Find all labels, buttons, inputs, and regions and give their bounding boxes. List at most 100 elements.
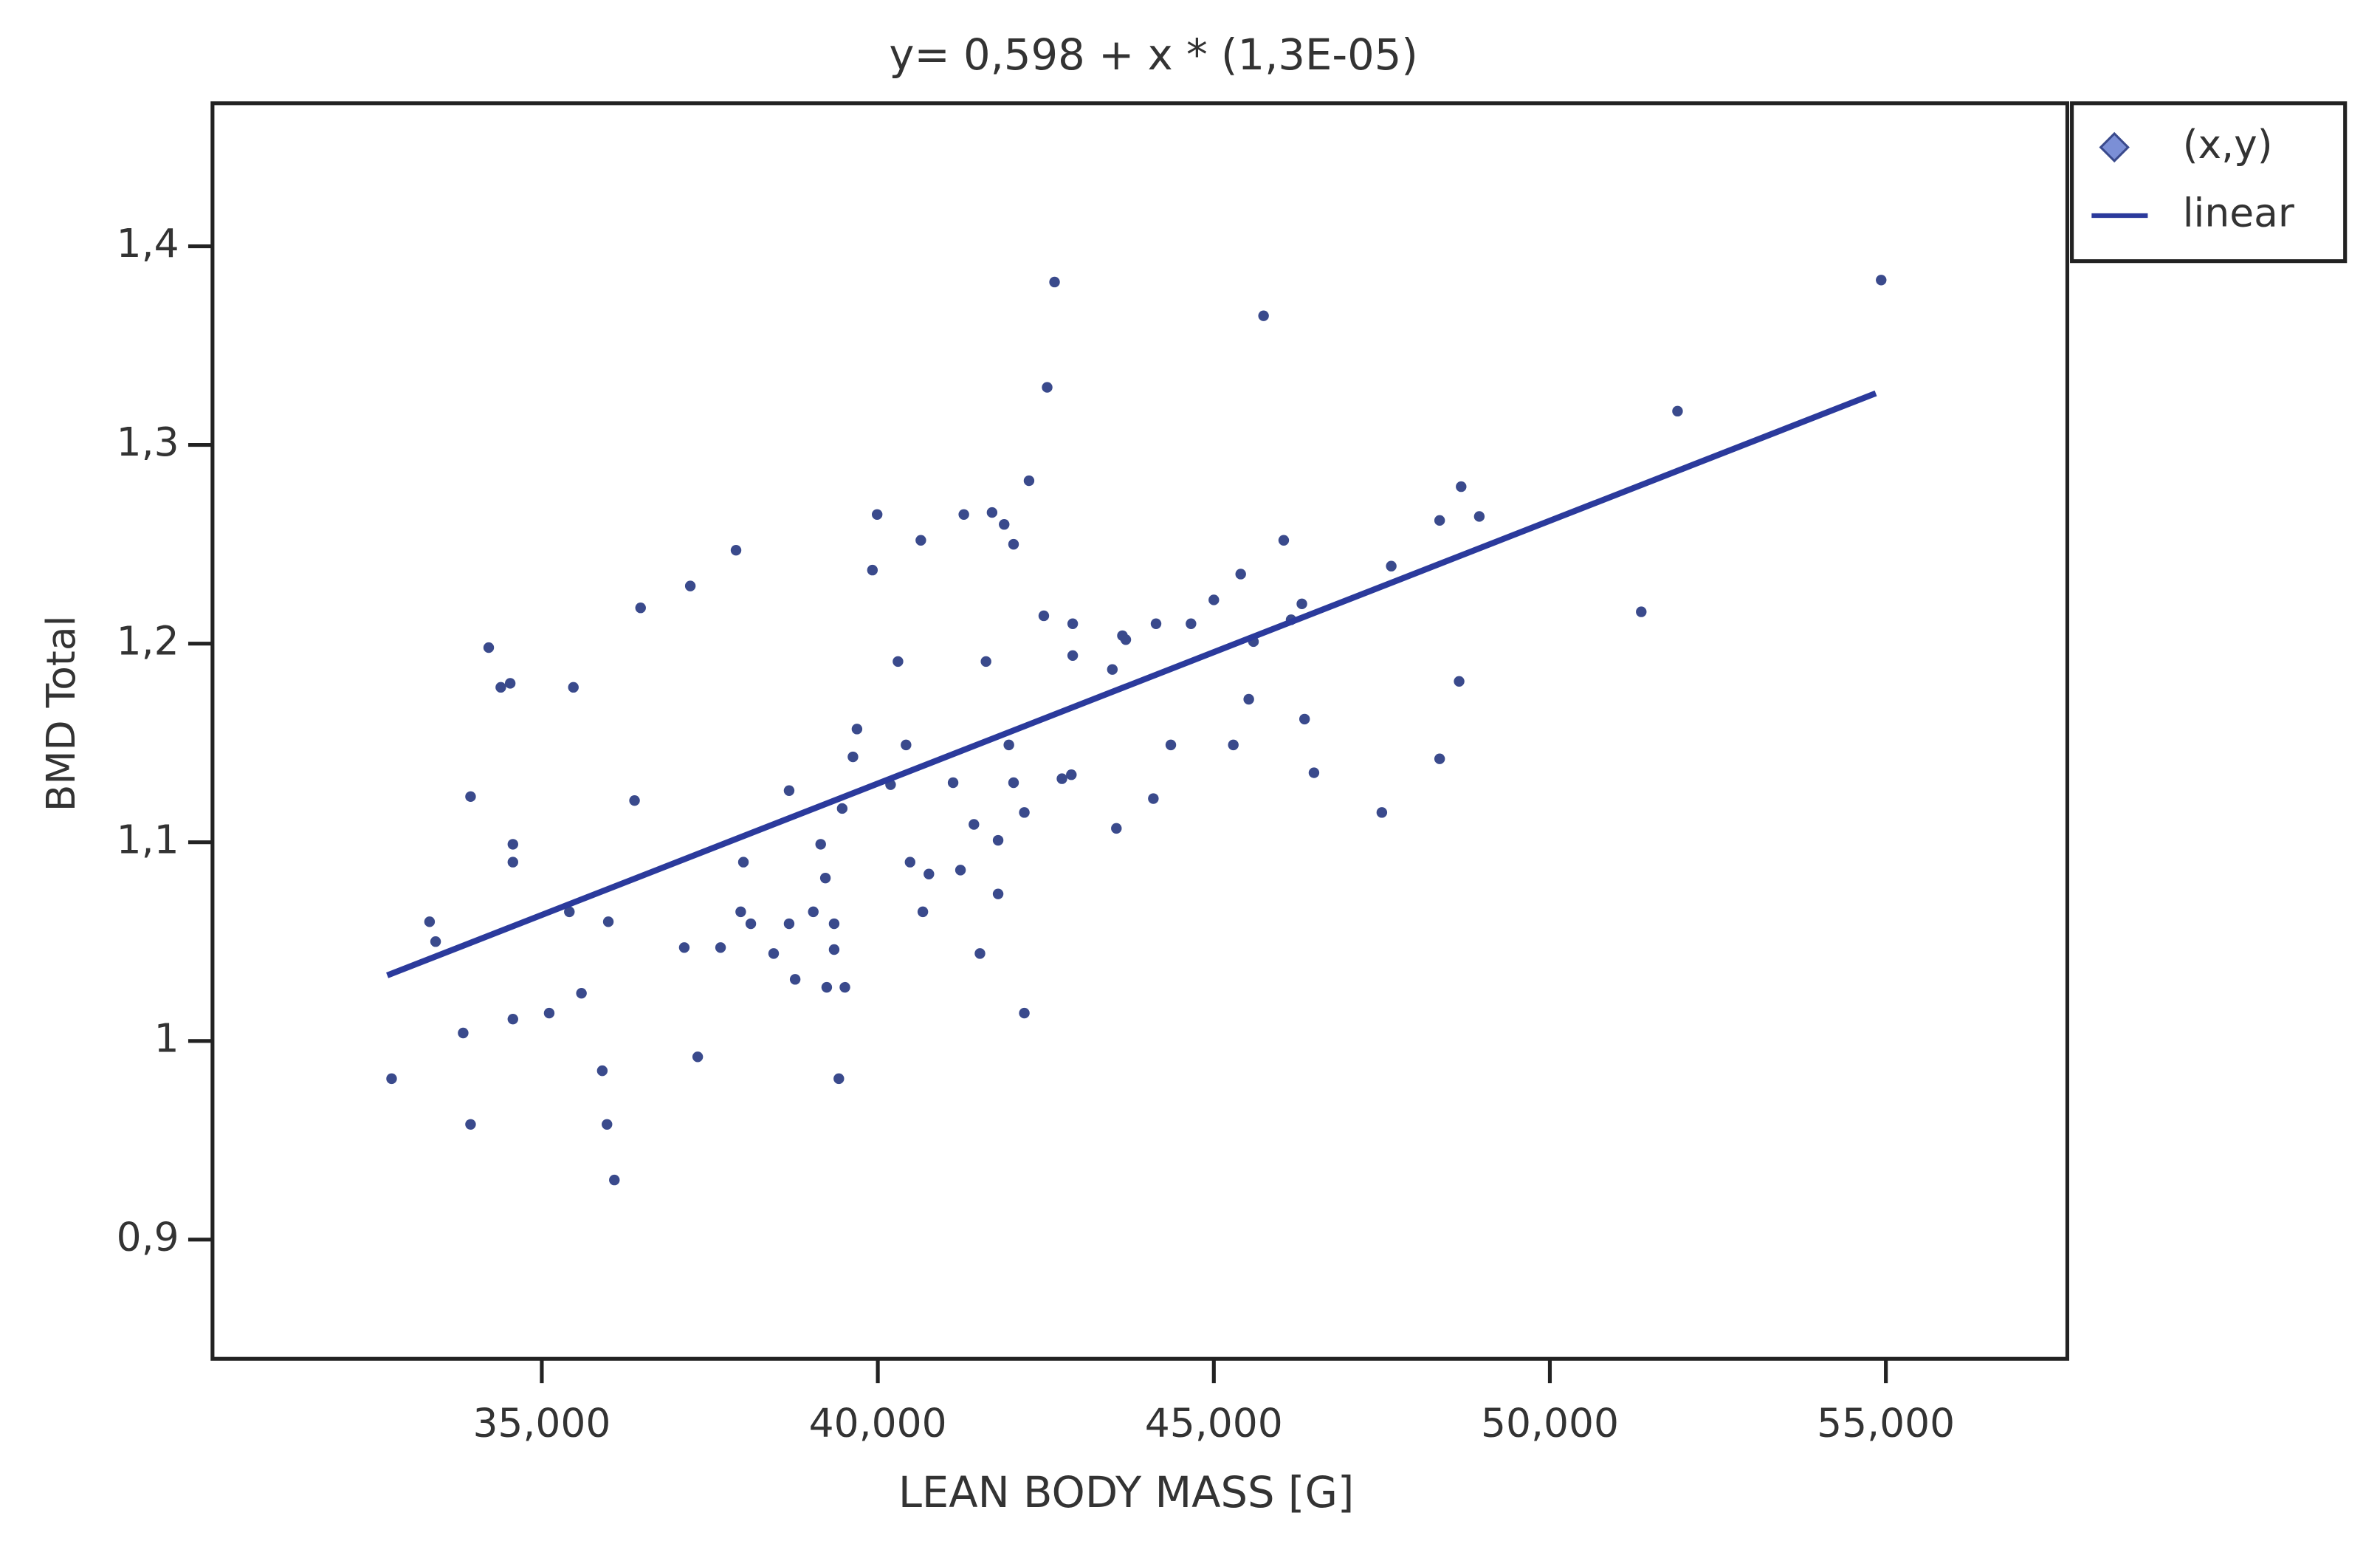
data-point bbox=[1456, 481, 1467, 492]
data-point bbox=[684, 580, 696, 591]
legend-marker bbox=[2099, 131, 2130, 163]
data-point bbox=[768, 948, 780, 959]
data-point bbox=[1019, 1007, 1030, 1019]
x-tick-label: 40,000 bbox=[809, 1399, 947, 1446]
data-point bbox=[986, 507, 998, 518]
data-point bbox=[958, 509, 969, 520]
data-point bbox=[836, 803, 848, 814]
y-axis-label: BMD Total bbox=[38, 616, 84, 812]
data-point bbox=[465, 791, 476, 803]
y-tick-label: 1,4 bbox=[117, 220, 179, 267]
data-point bbox=[980, 656, 991, 667]
data-point bbox=[1067, 618, 1079, 629]
data-point bbox=[1434, 753, 1445, 764]
data-point bbox=[507, 839, 518, 850]
data-point bbox=[692, 1051, 704, 1063]
data-point bbox=[1148, 793, 1159, 804]
x-tick-label: 55,000 bbox=[1817, 1399, 1955, 1446]
data-point bbox=[678, 942, 690, 953]
y-tick-label: 1,3 bbox=[117, 419, 179, 465]
data-point bbox=[915, 535, 926, 546]
data-point bbox=[504, 678, 516, 689]
x-axis-label: LEAN BODY MASS [G] bbox=[898, 1468, 1355, 1517]
data-point bbox=[828, 944, 840, 955]
data-point bbox=[1042, 382, 1053, 393]
data-point bbox=[1376, 807, 1388, 818]
data-point bbox=[1165, 739, 1177, 751]
data-point bbox=[543, 1007, 555, 1019]
data-point bbox=[892, 656, 904, 667]
data-point bbox=[1019, 807, 1030, 818]
data-point bbox=[1473, 511, 1485, 522]
data-point bbox=[904, 857, 916, 868]
data-point bbox=[1023, 475, 1035, 487]
y-tick-label: 1,1 bbox=[117, 816, 179, 862]
data-point bbox=[430, 936, 441, 947]
plot-frame bbox=[210, 101, 2070, 1361]
data-point bbox=[495, 682, 506, 693]
data-point bbox=[1296, 598, 1307, 610]
data-point bbox=[629, 795, 640, 806]
data-point bbox=[992, 834, 1004, 846]
data-point bbox=[815, 839, 826, 850]
data-point bbox=[1150, 618, 1162, 629]
data-point bbox=[745, 918, 757, 930]
data-point bbox=[851, 724, 863, 735]
data-point bbox=[1243, 693, 1254, 705]
data-point bbox=[1434, 515, 1445, 526]
data-point bbox=[1107, 664, 1118, 675]
data-point bbox=[1186, 618, 1197, 629]
data-point bbox=[821, 981, 833, 993]
data-point bbox=[730, 545, 742, 556]
fit-line bbox=[386, 390, 1877, 978]
data-point bbox=[1258, 310, 1269, 321]
data-point bbox=[602, 916, 614, 927]
data-point bbox=[1299, 713, 1310, 725]
data-point bbox=[458, 1027, 469, 1039]
data-point bbox=[1008, 538, 1019, 550]
data-point bbox=[576, 987, 587, 999]
data-point bbox=[1235, 569, 1246, 580]
data-point bbox=[635, 603, 646, 614]
data-point bbox=[808, 906, 819, 918]
y-tick-label: 1,2 bbox=[117, 617, 179, 664]
data-point bbox=[847, 751, 859, 763]
legend-label: linear bbox=[2183, 190, 2294, 236]
x-tick-label: 50,000 bbox=[1481, 1399, 1619, 1446]
data-point bbox=[999, 519, 1010, 530]
x-tick-label: 35,000 bbox=[472, 1399, 611, 1446]
chart-title: y= 0,598 + x * (1,3E-05) bbox=[889, 30, 1418, 80]
data-point bbox=[1228, 739, 1239, 751]
data-point bbox=[1008, 777, 1019, 789]
data-point bbox=[737, 857, 749, 868]
data-point bbox=[974, 948, 986, 959]
data-point bbox=[609, 1174, 620, 1186]
data-point bbox=[715, 942, 726, 953]
data-point bbox=[507, 1013, 518, 1025]
legend-box bbox=[2070, 101, 2348, 264]
data-point bbox=[735, 906, 746, 918]
data-point bbox=[465, 1119, 476, 1130]
data-point bbox=[483, 642, 495, 653]
data-point bbox=[783, 785, 795, 796]
data-point bbox=[867, 564, 878, 576]
data-point bbox=[969, 819, 980, 830]
data-point bbox=[992, 888, 1004, 899]
data-point bbox=[917, 906, 929, 918]
data-point bbox=[424, 916, 436, 927]
data-point bbox=[901, 739, 912, 751]
data-point bbox=[828, 918, 840, 930]
data-point bbox=[1120, 634, 1132, 645]
data-point bbox=[1876, 275, 1887, 286]
data-point bbox=[1208, 594, 1220, 605]
data-point bbox=[564, 906, 575, 918]
data-point bbox=[602, 1119, 613, 1130]
data-point bbox=[507, 857, 518, 868]
data-point bbox=[955, 865, 966, 876]
data-point bbox=[1067, 650, 1079, 661]
data-point bbox=[386, 1073, 397, 1085]
data-point bbox=[1066, 769, 1077, 780]
data-point bbox=[1454, 676, 1465, 687]
data-point bbox=[596, 1065, 608, 1077]
